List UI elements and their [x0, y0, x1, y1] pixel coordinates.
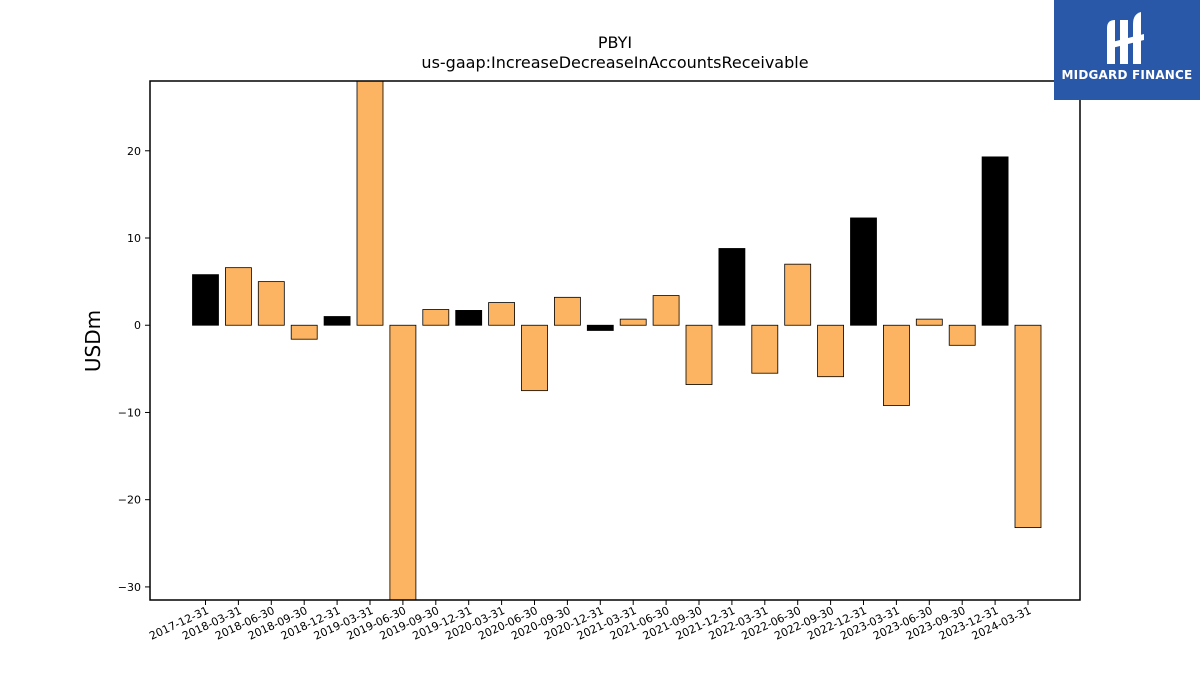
midgard-m-logo-icon: [1107, 12, 1144, 64]
bar-2017-12-31: [192, 274, 219, 326]
bar-2023-06-30: [915, 318, 943, 326]
bar-2019-03-31: [356, 80, 384, 326]
y-axis: −30 −20 −10 0 10 20: [118, 145, 150, 594]
bar-2021-03-31: [619, 318, 647, 326]
y-tick-label: 10: [127, 232, 141, 245]
plot-frame: [149, 80, 1081, 601]
bar-2024-03-31: [1014, 324, 1042, 529]
bars-layer: [192, 80, 1042, 601]
chart-subtitle: us-gaap:IncreaseDecreaseInAccountsReceiv…: [421, 53, 808, 72]
bar-2018-06-30: [257, 281, 285, 326]
bar-2022-09-30: [817, 324, 844, 378]
bar-2022-06-30: [784, 263, 812, 326]
bar-2020-06-30: [521, 324, 548, 392]
bar-2020-03-31: [488, 302, 516, 326]
bar-2020-12-31: [586, 324, 614, 331]
brand-name: MIDGARD FINANCE: [1061, 68, 1193, 82]
bar-2021-12-31: [718, 248, 746, 326]
y-tick-label: 20: [127, 145, 141, 158]
bar-2019-06-30: [389, 324, 417, 601]
y-axis-label: USDm: [81, 310, 105, 372]
chart-title: PBYI: [598, 33, 632, 52]
bar-2023-09-30: [948, 324, 976, 346]
bar-2019-12-31: [455, 310, 483, 326]
bar-2022-03-31: [751, 324, 779, 374]
y-tick-label: −10: [118, 406, 141, 419]
y-tick-label: −30: [118, 581, 141, 594]
bar-2019-09-30: [422, 309, 450, 326]
y-tick-label: 0: [134, 319, 141, 332]
bar-2018-12-31: [323, 316, 351, 326]
bar-2021-09-30: [685, 324, 713, 385]
bar-2018-03-31: [224, 267, 252, 326]
bar-2020-09-30: [554, 296, 581, 326]
y-tick-label: −20: [118, 494, 141, 507]
bar-2023-03-31: [883, 324, 910, 406]
bar-2022-12-31: [850, 217, 877, 326]
brand-logo: MIDGARD FINANCE: [1054, 0, 1200, 100]
x-axis: 2017-12-312018-03-312018-06-302018-09-30…: [147, 600, 1033, 643]
bar-2023-12-31: [981, 156, 1009, 326]
bar-2018-09-30: [290, 324, 318, 340]
bar-2021-06-30: [652, 295, 680, 326]
